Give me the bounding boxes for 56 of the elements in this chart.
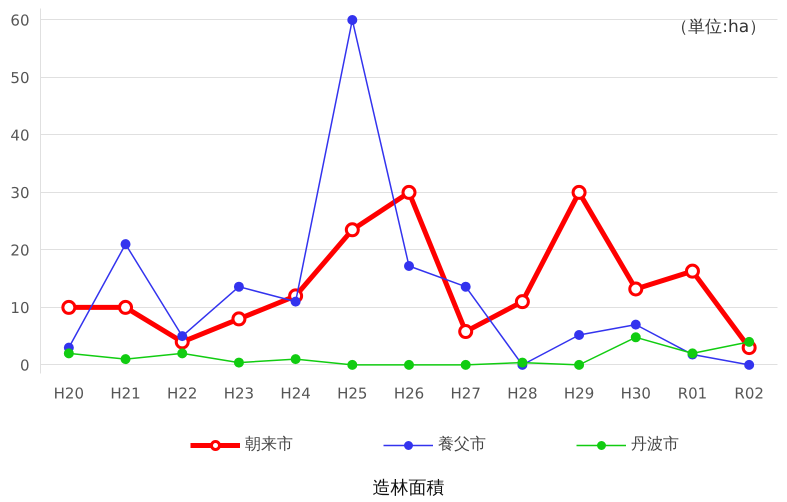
point [460, 282, 471, 292]
y-tick-label: 60 [10, 11, 30, 30]
point [628, 282, 644, 296]
y-tick-label: 20 [10, 241, 30, 260]
x-tick-label: H26 [394, 384, 424, 402]
point [572, 184, 587, 200]
x-tick-label: H24 [280, 384, 311, 402]
y-tick-label: 0 [20, 356, 30, 374]
point [177, 348, 188, 358]
y-tick-label: 30 [10, 184, 30, 202]
legend-label: 丹波市 [631, 434, 679, 455]
point [231, 311, 246, 326]
point [234, 282, 244, 292]
point [574, 360, 584, 370]
point [744, 360, 754, 370]
legend-label: 朝来市 [245, 434, 293, 455]
x-tick-label: H30 [620, 384, 651, 402]
point [514, 294, 530, 310]
point [290, 354, 301, 364]
x-tick-label: H29 [564, 384, 594, 402]
x-tick-label: H28 [507, 384, 538, 402]
x-tick-label: R02 [734, 384, 764, 402]
x-tick-label: H21 [110, 384, 141, 402]
point [290, 296, 301, 307]
point [402, 184, 416, 200]
point [177, 331, 188, 342]
point [458, 324, 474, 340]
point [64, 348, 74, 358]
point [630, 332, 641, 342]
x-tick-label: H27 [450, 384, 481, 402]
point [630, 320, 641, 330]
x-tick-label: H25 [337, 384, 368, 402]
x-tick-label: H22 [167, 384, 198, 402]
point [347, 360, 358, 370]
point [574, 330, 584, 340]
x-tick-label: H20 [54, 384, 84, 402]
y-tick-label: 10 [10, 298, 30, 317]
point [61, 300, 76, 315]
x-tick-label: H23 [224, 384, 254, 402]
point [347, 15, 358, 25]
point [120, 354, 131, 364]
point [744, 336, 754, 347]
point [234, 358, 244, 368]
legend-label: 養父市 [438, 434, 486, 455]
point [118, 300, 134, 315]
text: 造林面積 [372, 478, 445, 498]
point [404, 261, 414, 272]
point [684, 264, 700, 279]
point [460, 360, 471, 370]
y-tick-label: 50 [10, 68, 30, 87]
y-tick-label: 40 [10, 126, 30, 144]
x-tick-label: R01 [678, 384, 708, 402]
point [344, 222, 360, 238]
annotation: （単位:ha） [671, 17, 766, 38]
point [120, 239, 131, 250]
point [404, 360, 414, 370]
